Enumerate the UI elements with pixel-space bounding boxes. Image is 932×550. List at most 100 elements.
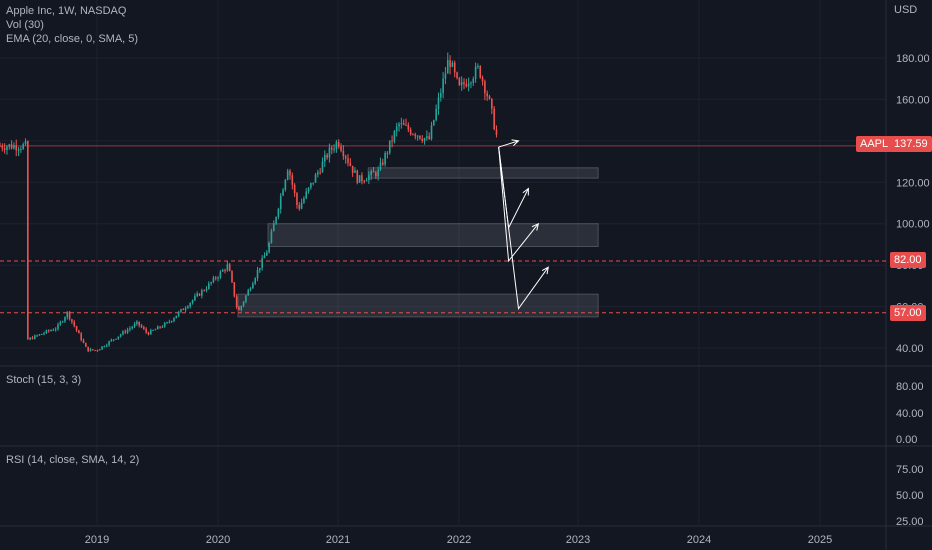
candle-body [117, 336, 120, 339]
level-82-tag: 82.00 [890, 252, 926, 268]
candle-body [110, 339, 113, 342]
candle-body [71, 319, 73, 322]
candle-body [152, 329, 154, 331]
projection-path [498, 147, 549, 310]
candle-body [319, 172, 321, 174]
candle-body [361, 175, 363, 182]
stoch-legend[interactable]: Stoch (15, 3, 3) [6, 374, 82, 386]
volume-indicator-label[interactable]: Vol (30) [6, 19, 44, 31]
candle-body [456, 72, 458, 78]
candle-body [463, 82, 465, 85]
time-tick-label: 2020 [206, 534, 230, 546]
currency-label: USD [894, 4, 918, 16]
time-axis[interactable]: 2019 2020 2021 2022 2023 2024 2025 [85, 534, 832, 546]
candle-body [112, 339, 115, 341]
candle-body [493, 108, 495, 130]
candle-body [282, 189, 284, 196]
candle-body [133, 323, 136, 327]
candle-body [140, 325, 143, 328]
candle-body [386, 152, 389, 154]
candle-body [228, 264, 231, 272]
candle-body [379, 162, 382, 170]
support-zone [237, 293, 599, 318]
last-price-tag: 137.59 [890, 136, 932, 152]
candle-body [205, 288, 208, 291]
candle-body [103, 346, 106, 348]
candle-body [305, 191, 308, 199]
candle-body [68, 311, 71, 320]
candle-body [8, 144, 11, 147]
candle-body [143, 327, 145, 329]
candle-body [409, 129, 412, 135]
candle-body [43, 333, 45, 335]
candle-body [428, 136, 430, 139]
candle-body [433, 120, 435, 126]
candle-body [124, 331, 127, 333]
candle-body [484, 81, 486, 94]
candle-body [105, 345, 108, 347]
candle-body [481, 77, 484, 82]
candle-body [87, 346, 89, 352]
price-tick-label: 100.00 [896, 219, 930, 231]
candle-body [224, 269, 226, 271]
candle-body [22, 144, 24, 149]
candle-body [115, 338, 117, 340]
candle-body [272, 223, 275, 232]
candle-body [395, 126, 398, 132]
candle-body [52, 329, 55, 331]
candle-body [238, 306, 240, 311]
candle-body [24, 141, 27, 145]
ema-indicator-label[interactable]: EMA (20, close, 0, SMA, 5) [6, 33, 139, 45]
candle-body [245, 295, 247, 302]
candle-body [284, 179, 287, 190]
candle-body [314, 174, 317, 183]
candle-body [444, 73, 447, 79]
candle-body [349, 162, 352, 166]
candle-body [136, 321, 138, 324]
candle-body [252, 283, 254, 289]
candle-body [467, 83, 470, 87]
candle-body [122, 331, 124, 335]
candle-body [372, 170, 375, 173]
candle-body [286, 170, 289, 180]
projection-arrows [498, 139, 549, 310]
time-tick-label: 2025 [808, 534, 832, 546]
candle-body [184, 308, 187, 310]
candle-body [40, 333, 43, 335]
candle-body [129, 328, 131, 330]
candle-body [64, 317, 66, 322]
chart-title[interactable]: Apple Inc, 1W, NASDAQ [6, 5, 127, 17]
candle-body [324, 154, 326, 162]
rsi-legend[interactable]: RSI (14, close, SMA, 14, 2) [6, 454, 140, 466]
candle-body [488, 96, 491, 99]
stoch-tick-label: 80.00 [896, 381, 924, 393]
level-57-tag: 57.00 [890, 305, 926, 321]
candle-body [446, 60, 449, 74]
candle-body [298, 204, 301, 209]
candle-body [296, 193, 298, 205]
rsi-tick-label: 25.00 [896, 516, 924, 528]
candle-body [3, 148, 6, 151]
projection-arrowhead [541, 266, 549, 275]
candle-body [398, 123, 400, 127]
candle-body [210, 282, 212, 284]
candle-body [59, 321, 62, 325]
candle-body [256, 270, 259, 279]
candle-body [50, 330, 52, 332]
legend: Apple Inc, 1W, NASDAQ Vol (30) EMA (20, … [6, 4, 138, 46]
candle-body [159, 326, 161, 328]
price-tick-label: 40.00 [896, 343, 924, 355]
candle-body [173, 318, 175, 321]
candle-body [416, 135, 419, 137]
candle-body [270, 231, 273, 244]
projection-arrowhead [531, 222, 540, 231]
candle-body [293, 184, 296, 194]
candle-body [31, 337, 34, 340]
support-zones [237, 167, 599, 318]
candle-body [328, 147, 331, 158]
candle-body [194, 296, 196, 301]
candle-body [479, 65, 482, 78]
candle-body [495, 129, 498, 135]
